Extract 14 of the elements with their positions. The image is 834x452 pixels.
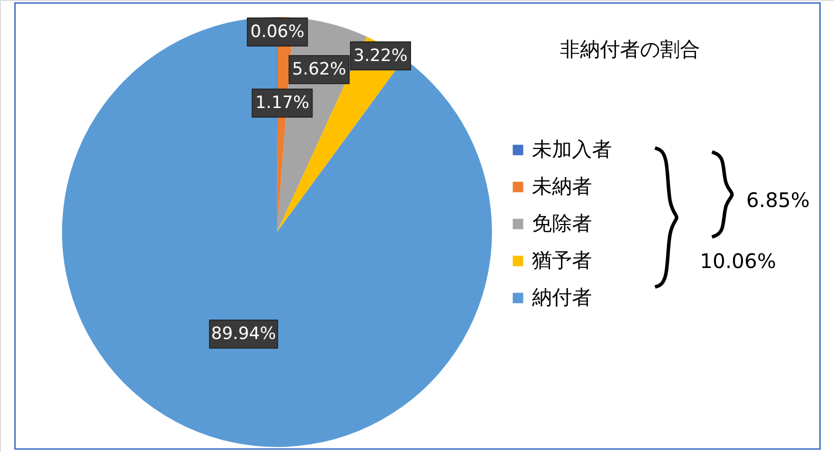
data-label: 1.17%: [255, 93, 310, 114]
legend-label: 免除者: [532, 211, 592, 235]
text: 10.06%: [700, 249, 776, 273]
data-label: 5.62%: [292, 60, 346, 80]
legend-label: 未加入者: [532, 137, 612, 161]
pie-slice: [62, 17, 492, 447]
legend-label: 未納者: [532, 174, 592, 198]
text: 非納付者の割合: [560, 37, 700, 61]
legend-label: 猶予者: [532, 248, 592, 272]
legend-label: 納付者: [532, 285, 592, 309]
text: 6.85%: [746, 188, 810, 212]
data-label: 3.22%: [354, 46, 408, 66]
data-label: 89.94%: [211, 324, 276, 344]
data-label: 0.06%: [250, 22, 304, 42]
